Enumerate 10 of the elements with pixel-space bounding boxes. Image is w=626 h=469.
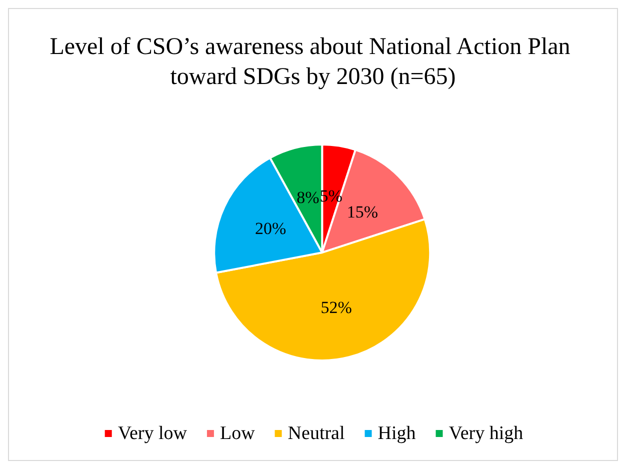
data-label: 20% [254, 218, 286, 238]
legend-label: High [378, 423, 416, 444]
legend-label: Very low [118, 423, 188, 444]
data-label: 52% [320, 298, 352, 318]
legend-label: Low [220, 423, 256, 444]
legend-label: Neutral [288, 423, 345, 444]
data-label: 8% [296, 188, 320, 207]
chart-title: Level of CSO’s awareness about National Action Plan toward SDGs by 2030 (n=65) [50, 34, 576, 90]
data-label: 15% [346, 202, 378, 222]
legend-label: Very high [448, 423, 524, 444]
